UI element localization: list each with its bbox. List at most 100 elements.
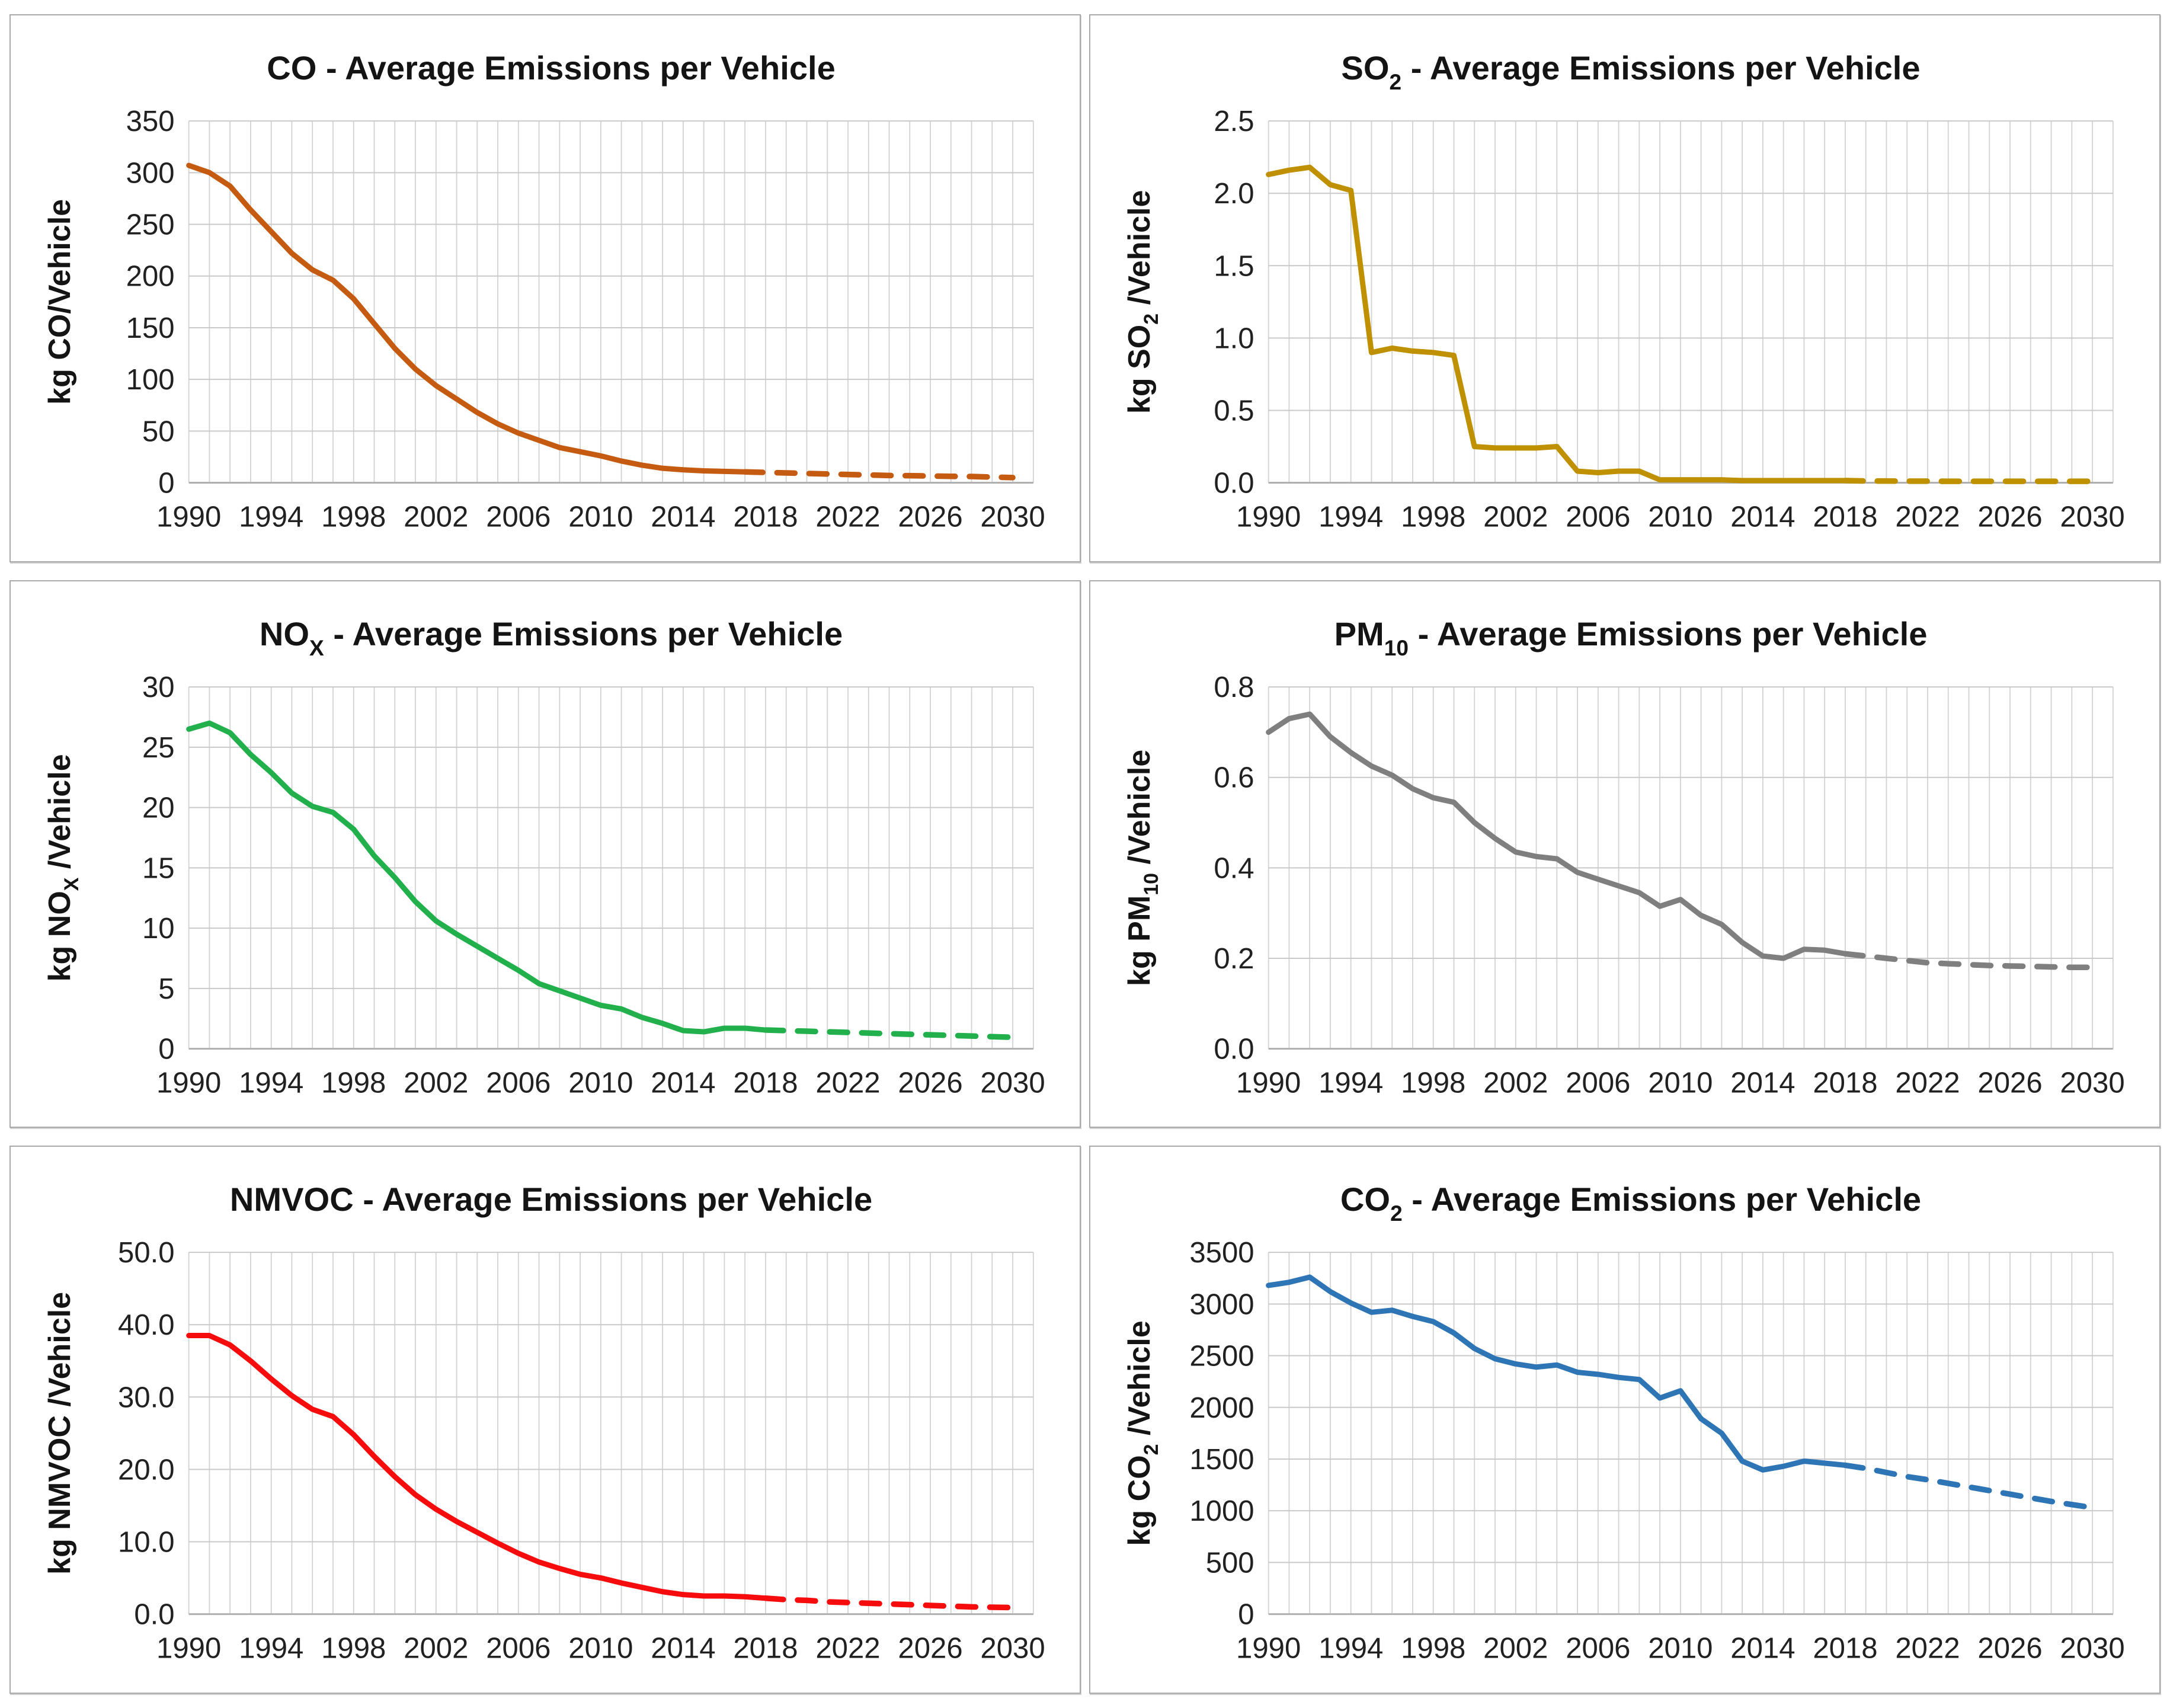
y-tick-label: 0.0 [134, 1599, 174, 1631]
so2-chart: SO2 - Average Emissions per Vehicle kg S… [1122, 49, 2124, 533]
y-axis-title: kg PM10 /Vehicle [1122, 749, 1163, 986]
y-tick-label: 300 [126, 157, 175, 189]
y-tick-label: 20 [142, 792, 175, 824]
axis-tick-labels: 0 50 100 150 200 250 300 350 1990 1994 1998 2002 200… [126, 105, 1045, 533]
co2-chart: CO2 - Average Emissions per Vehicle kg C… [1122, 1181, 2124, 1665]
chart-title: SO2 - Average Emissions per Vehicle [1341, 49, 1920, 94]
y-tick-label: 350 [126, 105, 175, 137]
gridlines [188, 686, 1034, 1050]
y-tick-label: 50 [142, 415, 175, 447]
x-tick-label: 2014 [1730, 1633, 1795, 1665]
co2-historical-line [1266, 1274, 1848, 1473]
x-tick-label: 1994 [1318, 501, 1383, 533]
x-tick-label: 2010 [1648, 501, 1713, 533]
y-tick-label: 150 [126, 312, 175, 344]
x-tick-label: 2022 [815, 501, 880, 533]
x-tick-label: 2006 [486, 1067, 550, 1099]
x-tick-label: 1990 [156, 1633, 221, 1665]
data-series [1266, 1274, 2095, 1511]
y-tick-label: 2000 [1189, 1392, 1254, 1424]
x-tick-label: 2026 [1977, 1067, 2042, 1099]
y-tick-label: 0.5 [1214, 395, 1254, 427]
x-tick-label: 2014 [651, 1067, 715, 1099]
y-tick-label: 30 [142, 671, 175, 703]
gridlines [1268, 1252, 2114, 1616]
x-tick-label: 1994 [239, 501, 303, 533]
y-tick-label: 0.6 [1214, 762, 1254, 794]
x-tick-label: 2006 [1566, 501, 1630, 533]
chart-panel-pm10: PM10 - Average Emissions per Vehicle kg … [1089, 580, 2161, 1128]
nmvoc-chart: NMVOC - Average Emissions per Vehicle kg… [43, 1181, 1045, 1665]
x-tick-label: 1994 [1318, 1633, 1383, 1665]
data-series [1266, 164, 2095, 484]
co-chart: CO - Average Emissions per Vehicle kg CO… [43, 49, 1045, 533]
y-tick-label: 10.0 [118, 1527, 175, 1559]
chart-panel-so2: SO2 - Average Emissions per Vehicle kg S… [1089, 14, 2161, 562]
x-tick-label: 2014 [651, 501, 715, 533]
x-tick-label: 2002 [1483, 501, 1548, 533]
gridlines [1268, 686, 2114, 1050]
y-axis-title: kg NMVOC /Vehicle [43, 1292, 77, 1575]
chart-title: NOX - Average Emissions per Vehicle [260, 615, 843, 660]
x-tick-label: 2026 [898, 1633, 962, 1665]
x-tick-label: 2010 [568, 501, 633, 533]
y-tick-label: 0.8 [1214, 671, 1254, 703]
x-tick-label: 2030 [2060, 501, 2124, 533]
y-axis-title: kg NOX /Vehicle [43, 754, 83, 981]
x-tick-label: 2006 [1566, 1067, 1630, 1099]
x-tick-label: 1998 [321, 501, 386, 533]
x-tick-label: 1990 [156, 501, 221, 533]
y-tick-label: 0.0 [1214, 468, 1254, 500]
y-tick-label: 2500 [1189, 1341, 1254, 1373]
nmvoc-projection-line [763, 1595, 1016, 1611]
x-tick-label: 1994 [239, 1633, 303, 1665]
y-axis-title: kg SO2 /Vehicle [1122, 190, 1163, 414]
y-tick-label: 1500 [1189, 1444, 1254, 1476]
axis-tick-labels: 0.0 0.2 0.4 0.6 0.8 1990 1994 1998 2002 2006 2010 2… [1214, 671, 2124, 1099]
nox-projection-line [763, 1026, 1016, 1040]
y-tick-label: 15 [142, 852, 175, 884]
x-tick-label: 2002 [404, 1633, 468, 1665]
x-tick-label: 2014 [651, 1633, 715, 1665]
y-axis-title: kg CO2 /Vehicle [1122, 1320, 1163, 1546]
x-tick-label: 2010 [1648, 1633, 1713, 1665]
y-tick-label: 100 [126, 364, 175, 396]
axis-tick-labels: 0 500 1000 1500 2000 2500 3000 3500 1990 1994 1998… [1189, 1237, 2124, 1665]
x-tick-label: 2030 [2060, 1067, 2124, 1099]
chart-title: CO - Average Emissions per Vehicle [267, 49, 836, 87]
x-tick-label: 2014 [1730, 1067, 1795, 1099]
x-tick-label: 1998 [321, 1633, 386, 1665]
y-tick-label: 0.0 [1214, 1033, 1254, 1065]
x-tick-label: 2030 [2060, 1633, 2124, 1665]
chart-panel-co: CO - Average Emissions per Vehicle kg CO… [9, 14, 1081, 562]
x-tick-label: 1994 [239, 1067, 303, 1099]
x-tick-label: 2018 [1813, 501, 1877, 533]
x-tick-label: 2026 [898, 501, 962, 533]
co-projection-line [742, 469, 1016, 481]
gridlines [188, 1252, 1034, 1616]
y-tick-label: 0 [158, 468, 174, 500]
gridlines [188, 120, 1034, 484]
x-tick-label: 2002 [404, 501, 468, 533]
y-tick-label: 50.0 [118, 1237, 175, 1269]
y-tick-label: 250 [126, 209, 175, 241]
x-tick-label: 2002 [1483, 1633, 1548, 1665]
x-tick-label: 2018 [733, 1067, 798, 1099]
x-tick-label: 1998 [321, 1067, 386, 1099]
x-tick-label: 2006 [486, 501, 550, 533]
x-tick-label: 2018 [1813, 1633, 1877, 1665]
chart-title: CO2 - Average Emissions per Vehicle [1340, 1181, 1921, 1226]
y-tick-label: 10 [142, 913, 175, 945]
x-tick-label: 1998 [1401, 1067, 1465, 1099]
x-tick-label: 2002 [1483, 1067, 1548, 1099]
x-tick-label: 2006 [486, 1633, 550, 1665]
x-tick-label: 1998 [1401, 1633, 1465, 1665]
y-tick-label: 40.0 [118, 1310, 175, 1342]
x-tick-label: 2022 [815, 1633, 880, 1665]
nmvoc-historical-line [186, 1333, 769, 1601]
chart-panel-nmvoc: NMVOC - Average Emissions per Vehicle kg… [9, 1146, 1081, 1694]
y-tick-label: 2.0 [1214, 178, 1254, 210]
co2-projection-line [1842, 1462, 2095, 1511]
data-series [1266, 711, 2095, 970]
